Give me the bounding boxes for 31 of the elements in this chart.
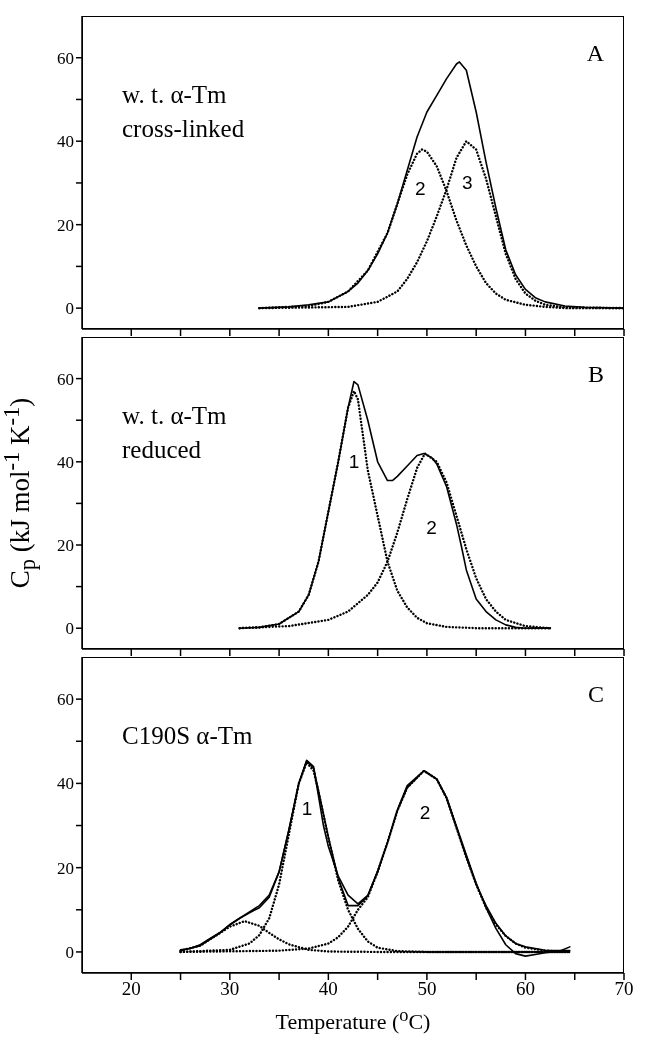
- annotation: 2: [426, 517, 437, 539]
- annotation: 2: [419, 801, 431, 823]
- annotation: 1: [348, 450, 360, 472]
- y-tick-label: 60: [57, 369, 74, 389]
- y-tick-label: 60: [57, 48, 74, 68]
- y-tick-label: 0: [65, 299, 74, 319]
- annotation: 3: [462, 171, 473, 193]
- text: A: [586, 40, 604, 67]
- text: C: [587, 681, 604, 708]
- y-tick-label: 40: [57, 774, 74, 794]
- x-axis-title: Temperature ($^{o}$C): [274, 1004, 432, 1037]
- y-tick-label: 40: [57, 452, 74, 472]
- annotation: 2: [414, 178, 426, 200]
- x-tick-label: 50: [417, 978, 437, 1000]
- annotation: w. t. α-Tm cross-linked: [122, 80, 245, 144]
- annotation: 1: [301, 797, 313, 819]
- y-tick-label: 0: [65, 942, 74, 962]
- x-tick-label: 60: [515, 978, 535, 1000]
- x-tick-label: 30: [220, 978, 240, 1000]
- annotation: w. t. α-Tm reduced: [122, 401, 227, 465]
- text: B: [587, 361, 604, 388]
- y-tick-label: 20: [57, 215, 74, 235]
- y-tick-label: 40: [57, 132, 74, 152]
- x-tick-label: 70: [614, 978, 634, 1000]
- y-tick-label: 20: [57, 536, 74, 556]
- y-tick-label: 0: [65, 619, 74, 639]
- x-tick-label: 20: [121, 978, 141, 1000]
- x-tick-label: 40: [318, 978, 338, 1000]
- y-tick-label: 20: [57, 858, 74, 878]
- annotation: C190S α-Tm: [122, 721, 253, 751]
- y-tick-label: 60: [57, 690, 74, 710]
